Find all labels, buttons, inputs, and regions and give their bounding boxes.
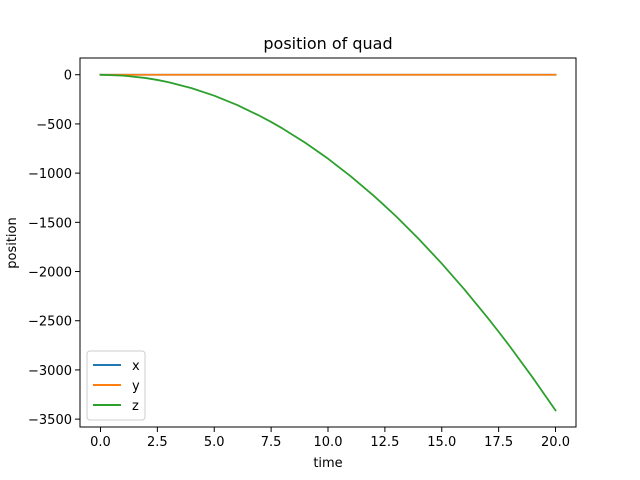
x-tick-label: 7.5 <box>261 435 282 450</box>
x-tick-label: 12.5 <box>370 435 399 450</box>
y-tick-label: −3500 <box>28 413 72 428</box>
y-tick-label: −2000 <box>28 266 72 281</box>
y-tick-label: −3000 <box>28 364 72 379</box>
legend-label-y: y <box>132 379 140 394</box>
y-axis-ticks: 0 −500 −1000 −1500 −2000 −2500 −3000 −3500 <box>28 69 80 428</box>
x-tick-label: 5.0 <box>204 435 225 450</box>
x-tick-label: 15.0 <box>427 435 456 450</box>
x-tick-label: 20.0 <box>541 435 570 450</box>
chart-title: position of quad <box>263 34 392 53</box>
y-tick-label: −500 <box>36 118 72 133</box>
plot-content <box>99 73 557 412</box>
legend-label-z: z <box>132 399 139 414</box>
y-axis-label: position <box>5 217 20 269</box>
legend-label-x: x <box>132 359 140 374</box>
x-tick-label: 2.5 <box>147 435 168 450</box>
x-tick-label: 0.0 <box>90 435 111 450</box>
y-tick-label: −2500 <box>28 315 72 330</box>
x-tick-label: 10.0 <box>314 435 343 450</box>
legend-items: xyz <box>93 359 140 414</box>
x-axis-ticks: 0.0 2.5 5.0 7.5 10.0 12.5 15.0 17.5 20.0 <box>90 427 570 450</box>
x-axis-label: time <box>313 456 342 471</box>
legend: xyz <box>86 350 146 421</box>
y-tick-label: 0 <box>64 69 72 84</box>
y-tick-label: −1500 <box>28 216 72 231</box>
series-line-z <box>99 73 557 412</box>
x-tick-label: 17.5 <box>484 435 513 450</box>
y-tick-label: −1000 <box>28 167 72 182</box>
